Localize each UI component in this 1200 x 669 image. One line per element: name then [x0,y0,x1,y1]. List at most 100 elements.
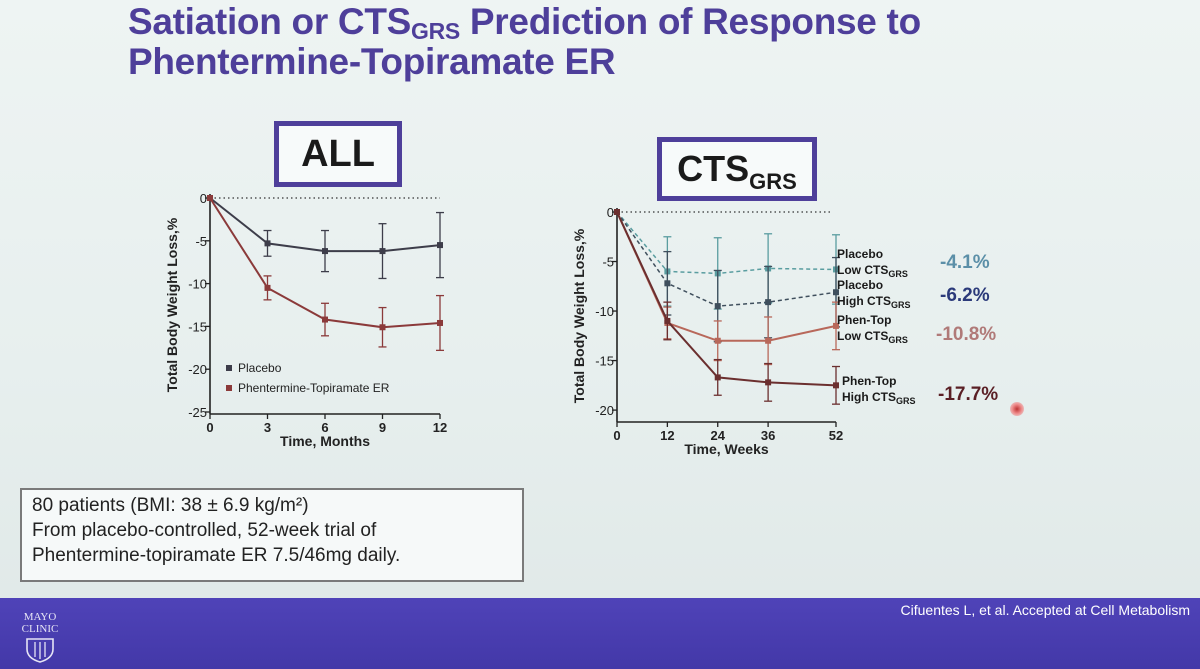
legend-marker [226,385,232,391]
percent-change-label: -6.2% [940,285,990,306]
data-point [765,299,772,306]
data-point [264,240,271,247]
legend-label: Phentermine-Topiramate ER [238,381,390,395]
data-point [765,337,772,344]
title-main: Satiation or CTS [128,1,411,42]
series-0 [614,209,840,310]
percent-change-label: -4.1% [940,252,990,273]
series-line [616,211,837,387]
series-label-subscript: GRS [888,269,908,279]
data-point [833,289,839,296]
title-rest: Prediction of Response to [459,1,921,42]
data-point [664,317,671,324]
x-tick-label: 0 [206,420,213,435]
data-point [379,248,386,255]
percent-change-label: -10.8% [936,324,997,345]
x-tick-label: 0 [613,428,620,443]
x-tick-label: 24 [711,428,726,443]
footer-bar: MAYO CLINIC Cifuentes L, et al. Accepted… [0,598,1200,669]
series-label-subscript: GRS [896,396,916,406]
series-label-name: Placebo [837,278,883,292]
data-point [833,322,839,329]
data-point [714,303,721,310]
cts-label-subscript: GRS [749,169,797,194]
legend-label: Placebo [238,361,282,375]
logo-line-1: MAYO [23,611,57,623]
x-tick-label: 12 [660,428,674,443]
y-tick-label: -20 [188,362,207,377]
slide-title: Satiation or CTSGRS Prediction of Respon… [128,2,921,82]
data-point [614,209,620,215]
y-axis-label: Total Body Weight Loss,% [164,217,180,392]
data-point [437,242,443,249]
y-tick-label: 0 [607,205,614,220]
y-tick-label: -5 [602,255,614,270]
data-point [765,379,772,386]
x-tick-label: 52 [829,428,843,443]
data-point [437,319,443,326]
info-line-3: Phentermine-topiramate ER 7.5/46mg daily… [32,545,401,566]
chart-ctsgrs: 0 -5 -10 -15 -20 0 12 24 36 52 Time, Weeks Total Bo… [571,205,916,457]
y-tick-label: -10 [188,277,207,292]
data-point [714,374,721,381]
series-line [616,211,837,275]
x-tick-label: 3 [264,420,271,435]
series-label-subscript: GRS [891,300,911,310]
logo-line-2: CLINIC [21,623,59,635]
series-label-subscript: GRS [888,335,908,345]
series-1 [207,195,444,352]
y-axis-label: Total Body Weight Loss,% [571,228,587,403]
series-line [616,211,837,307]
y-tick-label: -20 [595,403,614,418]
data-point [664,280,671,287]
y-tick-label: 0 [200,191,207,206]
data-point [207,195,213,201]
cts-label-text: CTS [677,148,750,189]
data-point [833,382,839,389]
series-1 [614,209,840,343]
x-tick-label: 9 [379,420,386,435]
series-2 [614,209,840,366]
title-subscript: GRS [411,18,460,44]
data-point [322,316,328,323]
series-label-group: High CTSGRS [837,294,911,310]
x-tick-label: 36 [761,428,775,443]
series-3 [614,209,840,405]
x-tick-label: 6 [321,420,328,435]
series-label-name: Placebo [837,247,883,261]
data-point [264,284,271,291]
series-label-group: Low CTSGRS [837,329,908,345]
study-info-box: 80 patients (BMI: 38 ± 6.9 kg/m²) From p… [20,488,524,582]
y-tick-label: -15 [188,319,207,334]
cts-panel-label: CTSGRS [657,137,817,201]
all-panel-label: ALL [274,121,402,187]
y-tick-label: -10 [595,304,614,319]
x-axis-label: Time, Weeks [684,441,769,457]
citation-text: Cifuentes L, et al. Accepted at Cell Met… [900,602,1190,618]
data-point [714,337,721,344]
mayo-clinic-logo: MAYO CLINIC [12,611,68,663]
legend-marker [226,365,232,371]
info-line-2: From placebo-controlled, 52-week trial o… [32,520,377,541]
x-tick-label: 12 [433,420,447,435]
series-label-name: Phen-Top [842,374,896,388]
percent-change-label: -17.7% [938,384,999,405]
y-tick-label: -15 [595,354,614,369]
series-line [616,211,837,342]
legend: Placebo Phentermine-Topiramate ER [226,361,390,395]
title-line2: Phentermine-Topiramate ER [128,41,616,82]
series-label-name: Phen-Top [837,313,891,327]
data-point [379,324,386,331]
x-axis-label: Time, Months [280,433,370,449]
laser-pointer-dot [1010,402,1024,416]
y-tick-label: -25 [188,405,207,420]
shield-icon [26,638,54,663]
y-tick-label: -5 [195,234,207,249]
info-line-1: 80 patients (BMI: 38 ± 6.9 kg/m²) [32,495,309,516]
series-label-group: Low CTSGRS [837,263,908,279]
data-point [322,248,328,255]
series-label-group: High CTSGRS [842,390,916,406]
